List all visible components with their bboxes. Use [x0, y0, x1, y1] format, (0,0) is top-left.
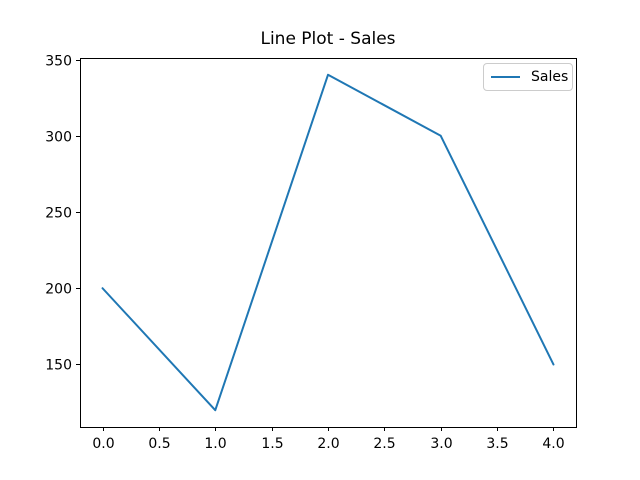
legend-label: Sales	[531, 69, 569, 85]
x-tick-label: 3.5	[486, 436, 508, 452]
y-tick-label: 150	[45, 358, 72, 374]
x-tick-label: 1.5	[261, 436, 283, 452]
legend-line-sample-icon	[491, 76, 520, 78]
x-tick-label: 4.0	[542, 436, 564, 452]
series-line-sales	[101, 73, 555, 412]
legend: Sales	[483, 63, 573, 91]
y-tick-label: 300	[45, 130, 72, 146]
x-tick-label: 3.0	[430, 436, 452, 452]
x-tick-label: 2.5	[373, 436, 395, 452]
y-tick-label: 350	[45, 54, 72, 70]
axes-spines	[80, 58, 577, 428]
y-tick-label: 250	[45, 206, 72, 222]
x-tick-label: 1.0	[204, 436, 226, 452]
chart-title: Line Plot - Sales	[260, 29, 396, 49]
x-tick-label: 0.0	[92, 436, 114, 452]
x-tick-label: 2.0	[317, 436, 339, 452]
x-tick-label: 0.5	[148, 436, 170, 452]
y-tick-label: 200	[45, 282, 72, 298]
